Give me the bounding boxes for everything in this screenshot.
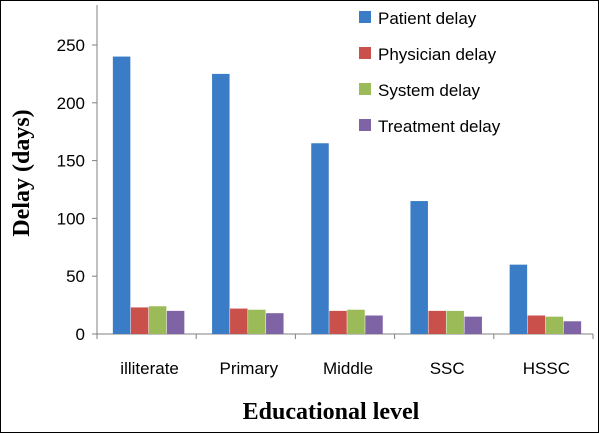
- bar-treatment-delay-ssc: [464, 316, 482, 334]
- legend-label: Patient delay: [378, 9, 477, 28]
- legend: Patient delay Physician delay System delay…: [359, 9, 501, 136]
- bar-physician-delay-middle: [329, 310, 347, 334]
- bar-patient-delay-hssc: [509, 264, 528, 334]
- legend-swatch: [359, 47, 371, 59]
- bar-patient-delay-middle: [311, 143, 329, 334]
- x-tick-label: illiterate: [120, 359, 179, 378]
- y-axis: 0 50 100 150 200 250: [57, 5, 98, 344]
- bar-physician-delay-illiterate: [130, 307, 149, 334]
- y-tick-label: 0: [76, 325, 85, 344]
- x-axis-title: Educational level: [243, 399, 420, 425]
- bar-patient-delay-ssc: [410, 201, 428, 334]
- bar-physician-delay-ssc: [428, 310, 446, 334]
- legend-label: System delay: [378, 81, 481, 100]
- bar-physician-delay-hssc: [527, 315, 546, 334]
- bars: [112, 56, 582, 335]
- y-tick-label: 200: [57, 94, 85, 113]
- legend-swatch: [359, 83, 371, 95]
- bar-patient-delay-illiterate: [112, 56, 131, 335]
- legend-swatch: [359, 11, 371, 23]
- bar-system-delay-primary: [248, 309, 266, 334]
- bar-system-delay-hssc: [545, 316, 564, 334]
- bar-treatment-delay-hssc: [563, 321, 582, 334]
- bar-physician-delay-primary: [230, 308, 248, 334]
- y-tick-label: 100: [57, 209, 85, 228]
- legend-label: Treatment delay: [378, 117, 501, 136]
- bar-treatment-delay-primary: [266, 313, 284, 334]
- y-axis-title: Delay (days): [9, 109, 35, 236]
- legend-label: Physician delay: [378, 45, 497, 64]
- bar-treatment-delay-middle: [365, 315, 383, 334]
- x-tick-label: Middle: [323, 359, 373, 378]
- bar-system-delay-ssc: [446, 310, 464, 334]
- y-tick-label: 150: [57, 152, 85, 171]
- x-axis: illiterate Primary Middle SSC HSSC: [96, 333, 594, 378]
- x-tick-label: HSSC: [523, 359, 570, 378]
- legend-swatch: [359, 119, 371, 131]
- bar-system-delay-middle: [347, 309, 365, 334]
- x-tick-label: SSC: [430, 359, 465, 378]
- bar-system-delay-illiterate: [148, 306, 167, 334]
- y-tick-label: 50: [66, 267, 85, 286]
- bar-treatment-delay-illiterate: [166, 310, 185, 334]
- bar-patient-delay-primary: [212, 73, 230, 335]
- y-tick-label: 250: [57, 36, 85, 55]
- x-tick-label: Primary: [220, 359, 279, 378]
